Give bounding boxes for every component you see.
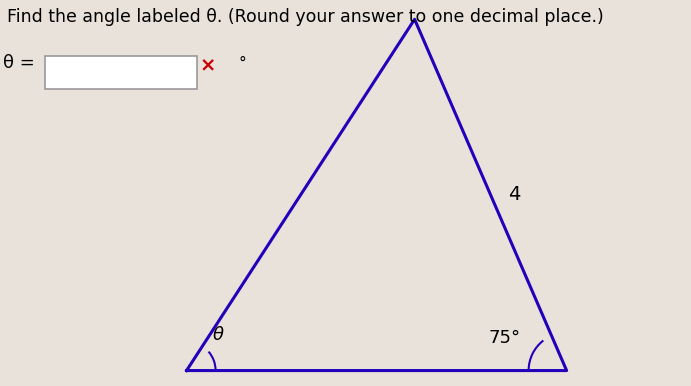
FancyBboxPatch shape (45, 56, 197, 89)
Text: θ =: θ = (3, 54, 35, 72)
Text: 4: 4 (508, 185, 520, 205)
Text: θ: θ (212, 325, 223, 344)
Text: Find the angle labeled θ. (Round your answer to one decimal place.): Find the angle labeled θ. (Round your an… (7, 8, 604, 26)
Text: °: ° (238, 56, 246, 71)
Text: 75°: 75° (489, 329, 520, 347)
Text: ×: × (199, 56, 216, 75)
